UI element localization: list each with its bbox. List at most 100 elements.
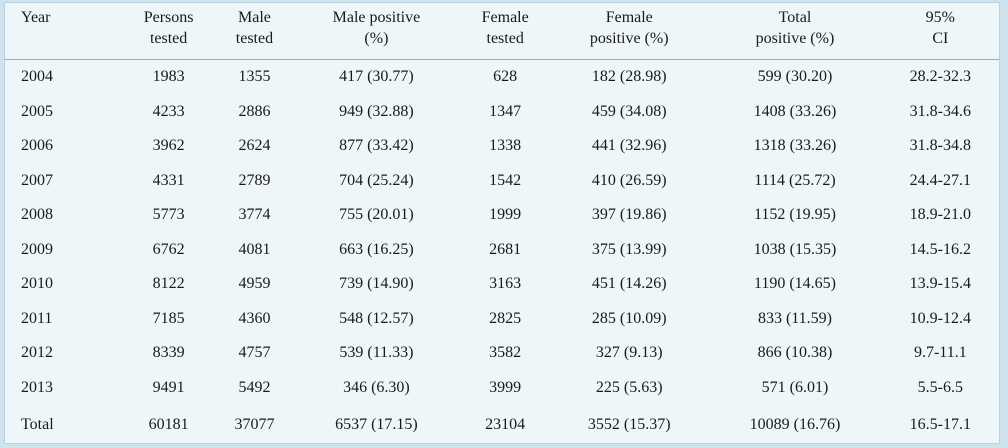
cell-persons-tested: 1983 [152, 68, 185, 86]
cell-total-positive: 1318 (33.26) [753, 137, 837, 155]
cell-male-positive: 346 (6.30) [343, 378, 410, 396]
header-line-2: tested [235, 30, 274, 47]
cell-female-positive: 375 (13.99) [591, 240, 667, 258]
header-line-1: Male positive [332, 9, 421, 26]
cell-year: 2006 [21, 137, 53, 155]
cell-total-positive: 833 (11.59) [757, 309, 832, 327]
header-female-tested: Female tested [460, 3, 551, 60]
cell-male-tested: 2886 [238, 102, 271, 120]
cell-year: 2010 [21, 275, 53, 293]
cell-female-positive: 225 (5.63) [595, 378, 663, 396]
cell-male-positive: 417 (30.77) [339, 68, 414, 86]
cell-male-positive: 755 (20.01) [339, 206, 414, 224]
header-line-2: tested [149, 30, 188, 47]
cell-persons-tested: 5773 [152, 206, 185, 224]
hiv-testing-table: Year Persons tested Male tested Male posit… [5, 3, 999, 445]
table-header-row: Year Persons tested Male tested Male posit… [5, 3, 999, 60]
header-male-tested: Male tested [216, 3, 293, 60]
header-line-1: Male [238, 9, 271, 26]
cell-ci: 28.2-32.3 [909, 68, 971, 86]
cell-male-positive: 663 (16.25) [339, 240, 414, 258]
cell-female-positive: 451 (14.26) [591, 275, 667, 293]
header-line-1: 95% [925, 9, 955, 26]
header-ci: 95% CI [881, 3, 999, 60]
cell-male-tested: 37077 [234, 416, 275, 433]
cell-persons-tested: 6762 [152, 240, 185, 258]
cell-female-positive: 285 (10.09) [591, 309, 667, 327]
cell-persons-tested: 8122 [152, 275, 185, 293]
cell-female-tested: 1542 [489, 171, 522, 189]
header-year: Year [5, 3, 121, 60]
cell-female-tested: 2825 [489, 309, 522, 327]
cell-male-tested: 5492 [238, 378, 271, 396]
header-line-1: Female [605, 9, 653, 26]
cell-persons-tested: 60181 [148, 416, 189, 433]
cell-female-positive: 182 (28.98) [591, 68, 667, 86]
cell-male-positive: 704 (25.24) [339, 171, 414, 189]
table-row: 2010 8122 4959 739 (14.90) 3163 451 (14.26) 11… [5, 267, 999, 302]
cell-female-tested: 1338 [489, 137, 522, 155]
cell-ci: 16.5-17.1 [909, 416, 971, 433]
cell-ci: 31.8-34.6 [909, 102, 971, 120]
cell-male-positive: 539 (11.33) [339, 344, 414, 362]
cell-total-positive: 866 (10.38) [757, 344, 833, 362]
cell-total-positive: 1152 (19.95) [753, 206, 836, 224]
cell-persons-tested: 4233 [152, 102, 185, 120]
cell-female-tested: 3999 [489, 378, 522, 396]
cell-female-tested: 3163 [489, 275, 522, 293]
cell-male-tested: 4360 [238, 309, 271, 327]
header-persons-tested: Persons tested [121, 3, 217, 60]
cell-year: Total [21, 416, 54, 433]
cell-ci: 31.8-34.8 [909, 137, 971, 155]
table-container: Year Persons tested Male tested Male posit… [4, 2, 1000, 444]
cell-male-tested: 4081 [238, 240, 271, 258]
cell-total-positive: 571 (6.01) [761, 378, 829, 396]
table-row: 2013 9491 5492 346 (6.30) 3999 225 (5.63) 571 … [5, 371, 999, 406]
cell-female-positive: 327 (9.13) [595, 344, 663, 362]
header-line-1: Female [481, 9, 529, 26]
cell-female-tested: 628 [493, 68, 518, 86]
cell-male-positive: 548 (12.57) [339, 309, 414, 327]
cell-male-tested: 3774 [238, 206, 271, 224]
header-male-positive: Male positive (%) [292, 3, 461, 60]
cell-female-tested: 1999 [489, 206, 522, 224]
cell-female-tested: 23104 [485, 416, 526, 433]
header-line-1: Persons [143, 9, 194, 26]
cell-total-positive: 1408 (33.26) [753, 102, 837, 120]
cell-total-positive: 1114 (25.72) [754, 171, 836, 189]
table-row: 2012 8339 4757 539 (11.33) 3582 327 (9.13) 866… [5, 336, 999, 371]
cell-persons-tested: 7185 [152, 309, 185, 327]
cell-year: 2013 [21, 378, 53, 396]
header-line-2: CI [932, 30, 949, 47]
header-female-positive: Female positive (%) [550, 3, 709, 60]
cell-ci: 10.9-12.4 [909, 309, 971, 327]
cell-ci: 13.9-15.4 [909, 275, 971, 293]
cell-female-positive: 397 (19.86) [591, 206, 667, 224]
table-total-row: Total 60181 37077 6537 (17.15) 23104 3552 (15… [5, 405, 999, 445]
cell-female-positive: 3552 (15.37) [587, 416, 671, 433]
cell-female-tested: 2681 [489, 240, 522, 258]
table-body: 2004 1983 1355 417 (30.77) 628 182 (28.98) 599… [5, 60, 999, 446]
table-row: 2004 1983 1355 417 (30.77) 628 182 (28.98) 599… [5, 60, 999, 95]
cell-male-positive: 6537 (17.15) [335, 416, 418, 433]
table-row: 2008 5773 3774 755 (20.01) 1999 397 (19.86) 11… [5, 198, 999, 233]
table-row: 2006 3962 2624 877 (33.42) 1338 441 (32.96) 13… [5, 129, 999, 164]
header-line-2: (%) [364, 30, 389, 47]
cell-ci: 14.5-16.2 [909, 240, 971, 258]
cell-persons-tested: 8339 [152, 344, 185, 362]
cell-persons-tested: 9491 [152, 378, 185, 396]
cell-female-positive: 410 (26.59) [591, 171, 667, 189]
cell-persons-tested: 3962 [152, 137, 185, 155]
table-row: 2009 6762 4081 663 (16.25) 2681 375 (13.99) 10… [5, 233, 999, 268]
header-line-2: positive (%) [755, 30, 835, 47]
cell-year: 2009 [21, 240, 53, 258]
cell-total-positive: 1190 (14.65) [753, 275, 836, 293]
cell-male-tested: 1355 [238, 68, 271, 86]
cell-female-positive: 459 (34.08) [591, 102, 667, 120]
cell-year: 2011 [21, 309, 53, 327]
cell-total-positive: 10089 (16.76) [749, 416, 841, 433]
table-row: 2005 4233 2886 949 (32.88) 1347 459 (34.08) 14… [5, 95, 999, 130]
cell-year: 2007 [21, 171, 53, 189]
header-line-2: tested [486, 30, 524, 47]
cell-male-positive: 877 (33.42) [339, 137, 414, 155]
